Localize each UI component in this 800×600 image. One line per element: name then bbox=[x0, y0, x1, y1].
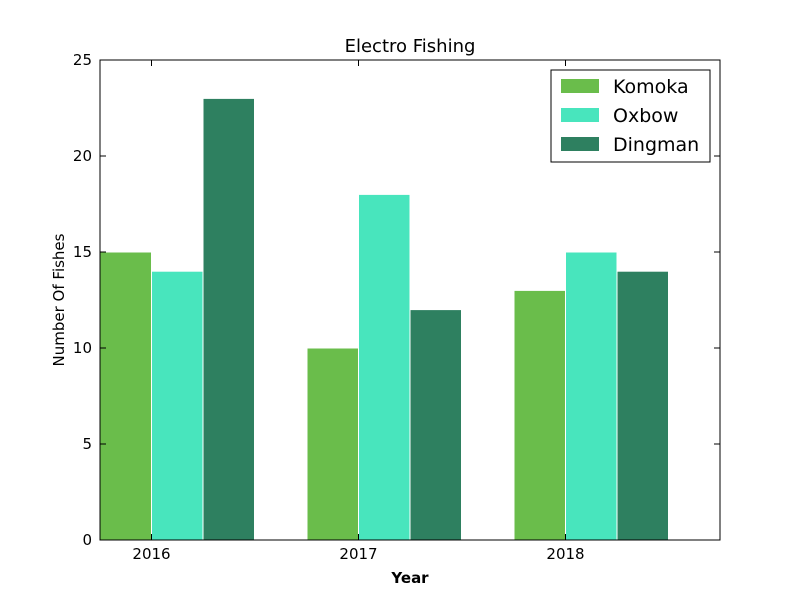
x-axis: 2016 2017 2018 bbox=[132, 60, 585, 563]
y-axis: 0 5 10 15 20 25 bbox=[73, 51, 720, 549]
y-tick-label: 10 bbox=[73, 339, 92, 357]
bar-oxbow-2017 bbox=[358, 193, 411, 541]
bar-komoka-2017 bbox=[306, 347, 359, 541]
y-tick-label: 20 bbox=[73, 147, 92, 165]
x-tick-label: 2017 bbox=[339, 545, 377, 563]
bar-dingman-2017 bbox=[409, 309, 462, 541]
bar-dingman-2016 bbox=[202, 97, 255, 541]
x-tick-label: 2016 bbox=[132, 545, 170, 563]
x-tick-label: 2018 bbox=[546, 545, 584, 563]
x-axis-label: Year bbox=[390, 569, 429, 587]
y-tick-label: 0 bbox=[82, 531, 92, 549]
legend-label-oxbow: Oxbow bbox=[613, 105, 678, 127]
bar-oxbow-2016 bbox=[151, 270, 204, 541]
legend-swatch-komoka bbox=[561, 79, 599, 93]
y-axis-label: Number Of Fishes bbox=[50, 233, 68, 366]
bar-komoka-2016 bbox=[99, 251, 152, 541]
legend-label-dingman: Dingman bbox=[613, 134, 699, 156]
y-tick-label: 25 bbox=[73, 51, 92, 69]
y-tick-label: 15 bbox=[73, 243, 92, 261]
chart-title: Electro Fishing bbox=[345, 36, 476, 57]
bar-komoka-2018 bbox=[513, 289, 566, 541]
bar-oxbow-2018 bbox=[565, 251, 618, 541]
bars-group bbox=[99, 97, 669, 541]
legend: Komoka Oxbow Dingman bbox=[550, 69, 711, 163]
plot-frame bbox=[99, 59, 721, 541]
legend-swatch-dingman bbox=[561, 137, 599, 151]
y-tick-label: 5 bbox=[82, 435, 92, 453]
legend-label-komoka: Komoka bbox=[613, 76, 689, 98]
bar-dingman-2018 bbox=[616, 270, 669, 541]
legend-swatch-oxbow bbox=[561, 108, 599, 122]
